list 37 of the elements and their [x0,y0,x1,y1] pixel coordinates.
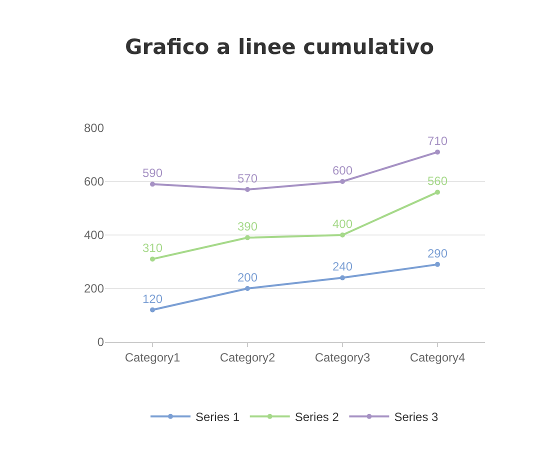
x-tick-label: Category4 [410,350,466,364]
y-tick-label: 400 [84,228,104,242]
y-tick-label: 200 [84,282,104,296]
point [340,179,345,184]
legend-label: Series 1 [196,410,240,424]
y-tick-label: 0 [97,335,104,350]
data-label: 570 [237,171,258,186]
data-label: 200 [237,270,258,284]
chart-title: Grafico a linee cumulativo [125,34,434,59]
point [340,232,345,238]
y-tick-label: 600 [84,174,104,189]
point [245,235,250,240]
data-label: 400 [332,216,353,231]
x-tick-label: Category2 [220,350,276,364]
data-label: 600 [332,163,353,178]
data-label: 590 [142,166,163,180]
point [435,150,440,155]
legend-label: Series 2 [294,410,340,424]
point [435,190,440,195]
data-label: 290 [427,246,448,260]
legend-label: Series 3 [394,410,439,424]
x-tick-label: Category3 [314,350,371,364]
data-label: 390 [237,220,258,234]
data-label: 120 [142,292,163,306]
data-label: 710 [427,134,448,148]
data-label: 310 [142,240,163,255]
point [150,256,155,262]
point [340,275,345,280]
point [150,182,155,187]
point [435,262,440,267]
point [245,286,250,291]
y-tick-label: 800 [84,121,104,136]
data-label: 560 [427,174,448,188]
x-tick-label: Category1 [124,350,181,364]
point [245,187,250,192]
data-label: 240 [332,260,353,274]
point [150,307,155,312]
